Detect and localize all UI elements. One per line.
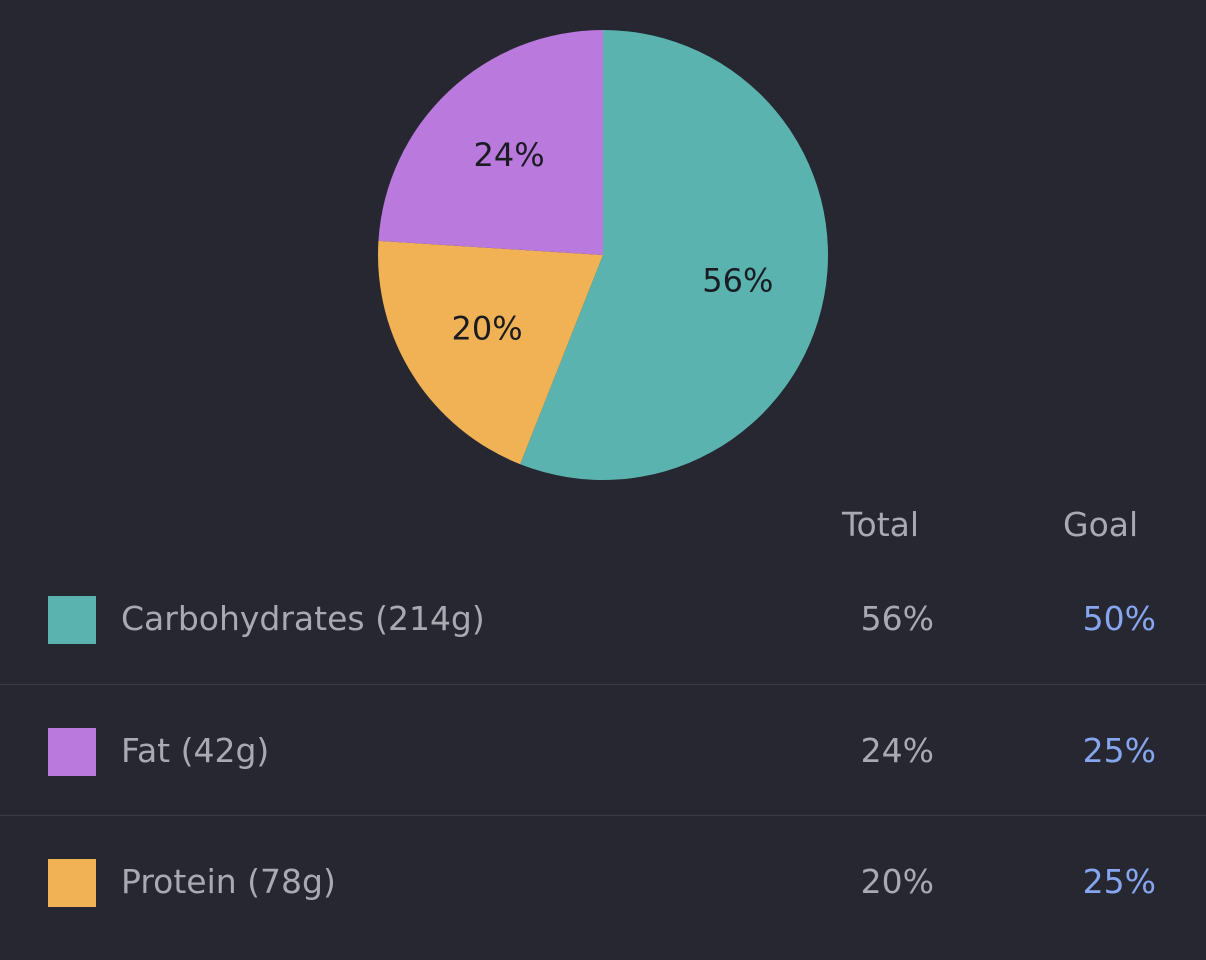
macro-row-fat[interactable]: Fat (42g) 24% 25% [0, 687, 1206, 817]
pie-slice [520, 30, 829, 480]
fat-goal[interactable]: 25% [1082, 731, 1156, 770]
fat-total: 24% [860, 731, 934, 770]
row-divider [0, 815, 1206, 816]
macro-row-protein[interactable]: Protein (78g) 20% 25% [0, 818, 1206, 948]
macro-pie-chart: 56% 20% 24% [378, 30, 829, 480]
total-column-header: Total [842, 505, 920, 544]
protein-goal[interactable]: 25% [1082, 862, 1156, 901]
fat-label: Fat (42g) [121, 731, 270, 770]
goal-column-header: Goal [1063, 505, 1139, 544]
carbohydrates-goal[interactable]: 50% [1082, 599, 1156, 638]
fat-color-swatch [48, 728, 96, 776]
protein-color-swatch [48, 859, 96, 907]
carbohydrates-color-swatch [48, 596, 96, 644]
carbohydrates-label: Carbohydrates (214g) [121, 599, 485, 638]
pie-slice-label: 20% [452, 310, 523, 348]
row-divider [0, 684, 1206, 685]
carbohydrates-total: 56% [860, 599, 934, 638]
pie-slice [378, 30, 603, 255]
pie-slice-label: 56% [702, 262, 773, 300]
protein-total: 20% [860, 862, 934, 901]
pie-slice [378, 240, 603, 465]
protein-label: Protein (78g) [121, 862, 336, 901]
macro-row-carbohydrates[interactable]: Carbohydrates (214g) 56% 50% [0, 555, 1206, 685]
pie-slice-label: 24% [473, 136, 544, 174]
